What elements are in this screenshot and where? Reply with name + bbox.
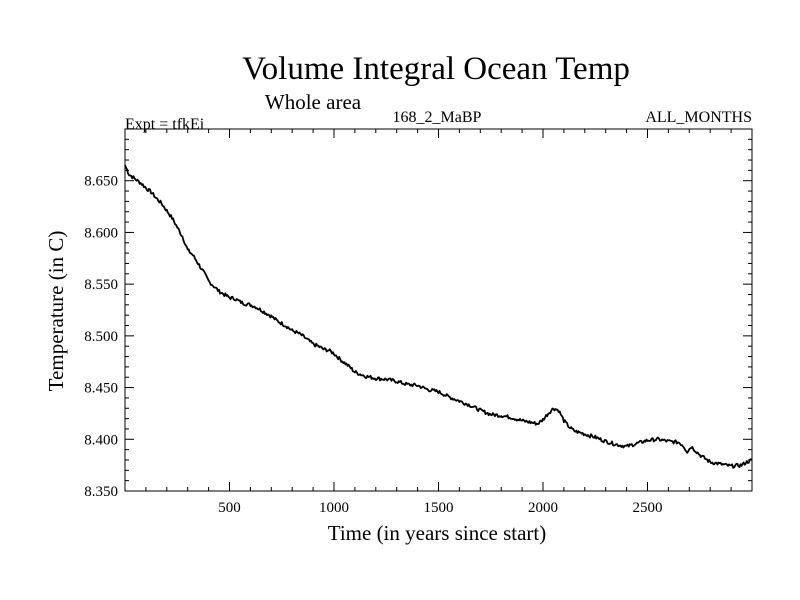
y-axis-label: Temperature (in C) bbox=[44, 231, 68, 392]
y-tick-label: 8.450 bbox=[84, 381, 118, 397]
x-axis-label: Time (in years since start) bbox=[328, 521, 547, 545]
temperature-series-line bbox=[124, 164, 753, 469]
plot-area: 500 1000 1500 2000 2500 8.350 8.400 8.450 8.500 8… bbox=[84, 128, 753, 516]
x-tick-label: 2000 bbox=[528, 500, 558, 516]
months-label: ALL_MONTHS bbox=[645, 109, 752, 126]
x-tick-label: 1500 bbox=[424, 500, 454, 516]
chart-title: Volume Integral Ocean Temp bbox=[242, 51, 630, 87]
chart-subtitle: Whole area bbox=[265, 90, 362, 114]
y-tick-label: 8.600 bbox=[84, 225, 118, 241]
experiment-label: Expt = tfkEi bbox=[125, 116, 205, 133]
y-tick-label: 8.650 bbox=[84, 174, 118, 190]
y-tick-label: 8.350 bbox=[84, 484, 118, 500]
y-tick-label: 8.500 bbox=[84, 329, 118, 345]
y-tick-label: 8.400 bbox=[84, 432, 118, 448]
x-tick-label: 2500 bbox=[633, 500, 663, 516]
x-tick-label: 1000 bbox=[319, 500, 349, 516]
x-tick-label: 500 bbox=[218, 500, 241, 516]
y-tick-label: 8.550 bbox=[84, 277, 118, 293]
run-id-label: 168_2_MaBP bbox=[393, 109, 482, 126]
